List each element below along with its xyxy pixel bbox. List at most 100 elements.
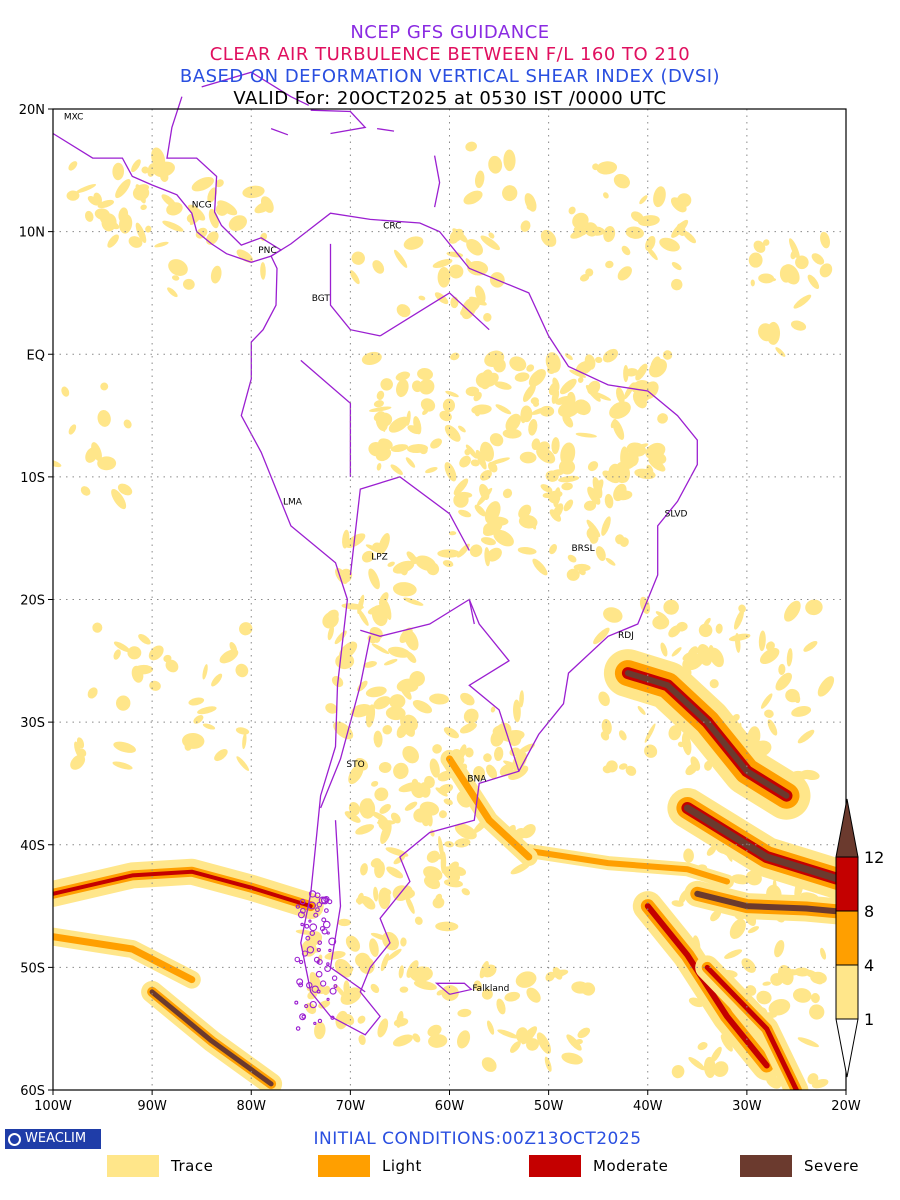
lon-tick-label: 30W bbox=[732, 1099, 762, 1114]
island bbox=[308, 901, 317, 910]
trace-cell bbox=[513, 699, 521, 723]
trace-cell bbox=[210, 265, 222, 284]
trace-cell bbox=[518, 743, 535, 754]
trace-cell bbox=[380, 378, 393, 391]
trace-cell bbox=[345, 533, 366, 548]
trace-cell bbox=[605, 557, 616, 566]
trace-cell bbox=[809, 1004, 825, 1020]
jet-band bbox=[694, 890, 846, 916]
trace-cell bbox=[405, 895, 415, 914]
trace-cell bbox=[260, 262, 266, 280]
trace-cell bbox=[564, 353, 573, 361]
trace-cell bbox=[642, 381, 659, 399]
island bbox=[295, 1026, 301, 1031]
trace-cell bbox=[545, 352, 561, 373]
trace-cell bbox=[615, 534, 625, 545]
trace-cell bbox=[463, 190, 483, 205]
island bbox=[300, 907, 306, 914]
graticule bbox=[53, 109, 846, 1090]
island bbox=[305, 935, 311, 941]
trace-cell bbox=[92, 622, 103, 633]
coastline bbox=[329, 820, 366, 993]
island bbox=[304, 923, 310, 929]
island bbox=[306, 946, 315, 954]
legend-label-severe: Severe bbox=[804, 1157, 859, 1175]
trace-cell bbox=[709, 679, 719, 689]
trace-cell bbox=[536, 446, 556, 464]
trace-cell bbox=[482, 521, 503, 536]
trace-cell bbox=[361, 351, 382, 365]
trace-cell bbox=[778, 663, 786, 676]
trace-cell bbox=[395, 371, 411, 381]
trace-cell bbox=[340, 987, 362, 1005]
island bbox=[329, 987, 337, 995]
trace-cell bbox=[533, 401, 540, 407]
island bbox=[309, 923, 318, 932]
trace-cell bbox=[412, 700, 433, 714]
trace-cell bbox=[469, 296, 487, 306]
island bbox=[309, 1000, 317, 1009]
trace-cell bbox=[490, 706, 496, 713]
coastline bbox=[329, 243, 381, 337]
trace-cell bbox=[466, 238, 483, 256]
trace-cell bbox=[505, 413, 521, 432]
trace-cell bbox=[419, 445, 428, 455]
trace-cell bbox=[528, 369, 546, 387]
trace-cell bbox=[443, 798, 453, 806]
trace-cell bbox=[429, 758, 440, 778]
trace-cell bbox=[566, 568, 580, 581]
trace-cell bbox=[113, 741, 136, 753]
trace-cell bbox=[567, 554, 577, 563]
island bbox=[304, 1003, 309, 1009]
trace-cell bbox=[487, 461, 498, 473]
trace-cell bbox=[803, 640, 818, 652]
island bbox=[294, 1000, 299, 1005]
trace-cell bbox=[339, 568, 353, 583]
trace-cell bbox=[392, 582, 417, 597]
trace-cell bbox=[425, 466, 438, 474]
island bbox=[326, 962, 330, 966]
trace-cell bbox=[490, 729, 505, 747]
trace-cell bbox=[645, 442, 666, 460]
island bbox=[301, 950, 309, 957]
trace-cell bbox=[355, 824, 375, 835]
trace-cell bbox=[762, 981, 771, 986]
trace-cell bbox=[141, 166, 149, 174]
trace-cell bbox=[314, 1021, 326, 1040]
trace-cell bbox=[393, 1018, 409, 1027]
trace-cell bbox=[763, 239, 770, 246]
island bbox=[295, 904, 301, 909]
island bbox=[308, 919, 312, 923]
station-label-bna: BNA bbox=[467, 775, 487, 785]
trace-cell bbox=[87, 687, 98, 699]
lon-tick-label: 40W bbox=[633, 1099, 663, 1114]
trace-cell bbox=[403, 597, 424, 606]
trace-cell bbox=[502, 185, 518, 202]
trace-cell bbox=[688, 1057, 706, 1071]
station-label-brsl: BRSL bbox=[571, 544, 594, 554]
trace-cell bbox=[631, 382, 638, 393]
trace-cell bbox=[715, 623, 723, 634]
trace-cell bbox=[456, 543, 470, 558]
coastline bbox=[360, 598, 475, 637]
trace-cell bbox=[811, 253, 825, 265]
trace-cell bbox=[488, 232, 495, 239]
trace-cell bbox=[486, 547, 502, 562]
trace-cell bbox=[473, 392, 482, 402]
trace-cell bbox=[637, 705, 646, 715]
trace-cell bbox=[318, 1000, 331, 1009]
trace-cell bbox=[530, 518, 537, 530]
jet-band bbox=[704, 964, 799, 1090]
trace-cell bbox=[376, 463, 382, 471]
trace-cell bbox=[389, 694, 406, 709]
trace-cell bbox=[792, 988, 812, 1003]
trace-cell bbox=[438, 810, 447, 819]
trace-cell bbox=[602, 348, 619, 363]
trace-cell bbox=[450, 352, 460, 361]
trace-cell bbox=[601, 718, 612, 735]
colorbar-level-label: 8 bbox=[864, 902, 874, 921]
trace-cell bbox=[399, 563, 408, 576]
station-label-pnc: PNC bbox=[258, 246, 276, 256]
trace-cell bbox=[402, 745, 419, 764]
trace-cell bbox=[100, 382, 109, 391]
